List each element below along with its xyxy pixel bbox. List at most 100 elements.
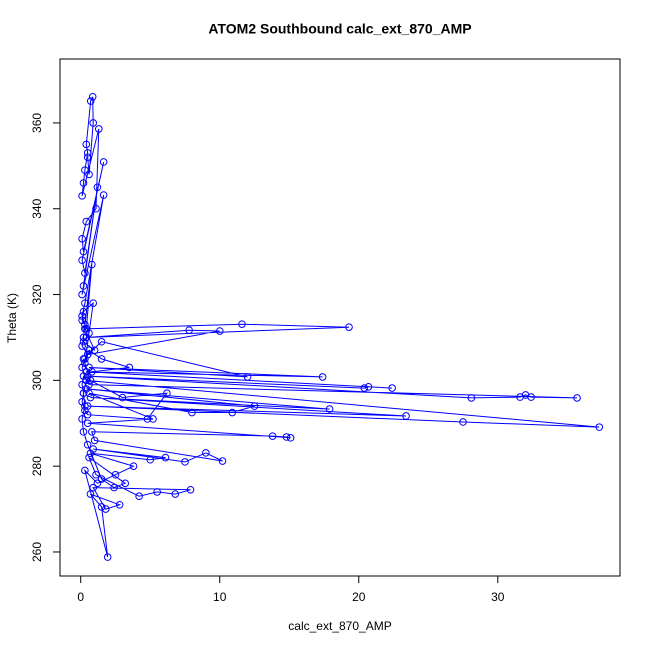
- y-axis-label: Theta (K): [5, 293, 19, 343]
- y-tick-label: 360: [30, 113, 44, 133]
- data-point: [81, 466, 89, 475]
- data-point: [78, 415, 86, 423]
- data-point: [78, 363, 86, 372]
- data-point: [161, 453, 170, 462]
- data-point: [111, 470, 120, 479]
- data-point: [345, 323, 353, 331]
- data-point: [318, 373, 327, 381]
- data-point: [402, 412, 410, 420]
- data-point: [110, 483, 118, 492]
- data-point: [250, 402, 259, 410]
- data-point: [83, 149, 92, 157]
- data-point: [97, 503, 106, 511]
- data-line: [81, 96, 600, 558]
- data-point: [163, 389, 171, 398]
- data-point: [81, 325, 89, 333]
- data-point: [81, 299, 89, 307]
- data-point: [86, 490, 95, 498]
- data-point: [79, 282, 88, 290]
- data-point: [97, 475, 106, 483]
- data-point: [79, 247, 88, 256]
- data-point: [79, 389, 88, 398]
- data-point: [93, 183, 102, 192]
- data-point: [85, 453, 93, 462]
- data-point: [79, 333, 88, 342]
- data-point: [149, 415, 157, 423]
- x-tick-label: 30: [491, 590, 505, 604]
- data-point: [88, 428, 96, 436]
- data-point: [86, 376, 95, 385]
- data-point: [79, 355, 88, 363]
- data-point: [181, 458, 189, 466]
- data-point: [90, 346, 99, 355]
- data-point: [88, 260, 96, 269]
- chart-title: ATOM2 Southbound calc_ext_870_AMP: [208, 21, 471, 37]
- data-point: [115, 500, 124, 509]
- data-point: [78, 290, 86, 299]
- data-point: [79, 307, 88, 316]
- data-point: [215, 327, 224, 335]
- data-point: [88, 92, 97, 101]
- data-point: [286, 434, 295, 442]
- data-point: [97, 337, 106, 346]
- data-point: [88, 367, 96, 376]
- data-point: [86, 449, 95, 458]
- data-point: [86, 393, 95, 402]
- data-point: [78, 380, 86, 389]
- data-point: [364, 382, 373, 391]
- x-tick-label: 20: [352, 590, 366, 604]
- data-point: [99, 191, 108, 199]
- data-point: [82, 333, 91, 342]
- data-point: [202, 449, 210, 457]
- plot-box: [59, 58, 621, 577]
- data-point: [121, 479, 130, 488]
- data-point: [228, 408, 237, 417]
- data-point: [268, 432, 277, 440]
- data-point: [218, 457, 227, 465]
- data-point: [143, 415, 152, 423]
- y-tick-label: 300: [30, 370, 44, 390]
- data-point: [325, 405, 334, 413]
- data-point: [527, 393, 535, 401]
- data-point: [83, 419, 92, 428]
- data-point: [78, 256, 86, 265]
- data-point: [78, 312, 86, 320]
- data-point: [129, 462, 138, 470]
- x-tick-label: 10: [213, 590, 227, 604]
- data-point: [185, 326, 193, 334]
- data-point: [101, 505, 110, 513]
- data-point: [81, 269, 89, 277]
- data-point: [459, 418, 467, 426]
- data-point: [388, 384, 396, 392]
- x-tick-label: 0: [77, 590, 84, 604]
- data-point: [153, 488, 161, 496]
- data-point: [82, 140, 91, 149]
- data-point: [78, 342, 86, 350]
- x-axis-label: calc_ext_870_AMP: [288, 619, 391, 633]
- data-point: [78, 398, 86, 406]
- data-point: [188, 408, 196, 417]
- data-point: [282, 433, 291, 441]
- data-point: [83, 440, 92, 449]
- data-point: [97, 355, 106, 363]
- data-point: [467, 394, 476, 402]
- data-point: [186, 485, 195, 494]
- data-point: [90, 436, 99, 445]
- data-point: [78, 234, 86, 243]
- data-point: [595, 423, 604, 431]
- data-point: [81, 320, 89, 329]
- data-point: [238, 320, 246, 328]
- data-point: [89, 119, 98, 127]
- data-point: [79, 372, 88, 380]
- data-point: [360, 384, 369, 392]
- data-point: [85, 346, 93, 355]
- y-tick-label: 320: [30, 284, 44, 304]
- data-point: [79, 428, 88, 436]
- data-point: [125, 363, 134, 372]
- data-point: [135, 492, 143, 500]
- data-point: [89, 299, 98, 307]
- data-point: [79, 179, 88, 187]
- data-point: [94, 125, 103, 133]
- y-tick-label: 260: [30, 542, 44, 562]
